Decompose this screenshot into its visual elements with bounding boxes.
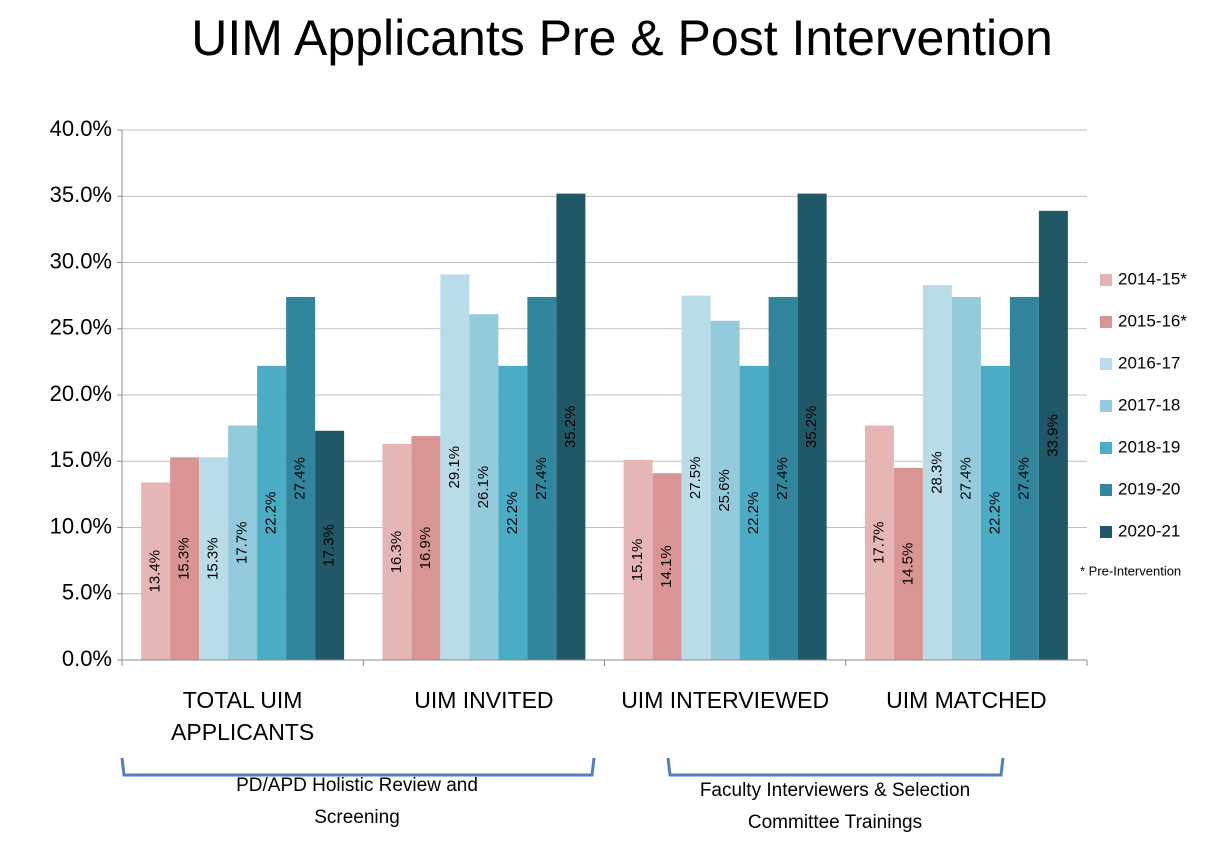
value-label: 27.4%: [1015, 457, 1032, 500]
value-label: 17.3%: [321, 524, 338, 567]
bar: [286, 296, 316, 660]
bar: [228, 425, 258, 660]
legend-label: 2019-20: [1118, 479, 1180, 498]
bar: [141, 482, 171, 660]
y-tick-label: 0.0%: [62, 646, 112, 671]
legend-note: * Pre-Intervention: [1080, 563, 1181, 578]
value-label: 22.2%: [504, 492, 521, 535]
legend-swatch: [1100, 442, 1112, 454]
legend-label: 2018-19: [1118, 437, 1180, 456]
value-label: 17.7%: [234, 521, 251, 564]
y-tick-label: 40.0%: [50, 116, 112, 141]
legend-label: 2015-16*: [1118, 311, 1187, 330]
bar: [498, 365, 528, 660]
legend-swatch: [1100, 316, 1112, 328]
legend-label: 2017-18: [1118, 395, 1180, 414]
value-label: 14.1%: [658, 545, 675, 588]
legend-swatch: [1100, 526, 1112, 538]
value-label: 14.5%: [899, 543, 916, 586]
bar: [1038, 210, 1068, 660]
value-label: 33.9%: [1044, 414, 1061, 457]
bracket: [120, 757, 596, 777]
bar: [951, 296, 981, 660]
value-label: 27.4%: [957, 457, 974, 500]
value-label: 35.2%: [562, 406, 579, 449]
y-tick-label: 5.0%: [62, 580, 112, 605]
bar: [864, 425, 894, 660]
bar: [922, 285, 952, 660]
bar: [739, 365, 769, 660]
bar: [681, 295, 711, 660]
bar: [469, 314, 499, 660]
bar: [257, 365, 287, 660]
legend-swatch: [1100, 484, 1112, 496]
y-tick-label: 35.0%: [50, 182, 112, 207]
legend-swatch: [1100, 358, 1112, 370]
y-tick-label: 20.0%: [50, 381, 112, 406]
x-tick-label: UIM INVITED: [414, 687, 554, 713]
bar: [382, 444, 412, 660]
bar: [980, 365, 1010, 660]
legend-swatch: [1100, 274, 1112, 286]
value-label: 16.9%: [417, 527, 434, 570]
y-tick-label: 15.0%: [50, 447, 112, 472]
bar: [199, 457, 229, 660]
bracket: [666, 757, 1005, 777]
value-label: 17.7%: [870, 521, 887, 564]
value-label: 15.1%: [629, 539, 646, 582]
x-tick-label: UIM MATCHED: [886, 687, 1047, 713]
bar: [440, 274, 470, 660]
bar: [623, 459, 653, 660]
annotation: Faculty Interviewers & Selection Committ…: [699, 780, 971, 833]
y-tick-label: 30.0%: [50, 248, 112, 273]
bar: [710, 320, 740, 660]
value-label: 16.3%: [388, 531, 405, 574]
x-tick-label: UIM INTERVIEWED: [621, 687, 830, 713]
value-label: 27.5%: [687, 457, 704, 500]
y-tick-label: 25.0%: [50, 315, 112, 340]
value-label: 22.2%: [986, 492, 1003, 535]
value-label: 15.3%: [205, 537, 222, 580]
bar: [652, 473, 682, 660]
legend-swatch: [1100, 400, 1112, 412]
value-label: 26.1%: [475, 466, 492, 509]
bar: [893, 467, 923, 660]
value-label: 15.3%: [176, 537, 193, 580]
legend-label: 2014-15*: [1118, 269, 1187, 288]
value-label: 22.2%: [745, 492, 762, 535]
bar: [1009, 296, 1039, 660]
value-label: 28.3%: [928, 451, 945, 494]
value-label: 27.4%: [774, 457, 791, 500]
bar: [556, 193, 586, 660]
value-label: 13.4%: [147, 550, 164, 593]
bar: [315, 430, 345, 660]
value-label: 27.4%: [533, 457, 550, 500]
bar: [527, 296, 557, 660]
value-label: 29.1%: [446, 446, 463, 489]
bar: [797, 193, 827, 660]
bar: [411, 436, 441, 660]
chart-title: UIM Applicants Pre & Post Intervention: [191, 10, 1053, 66]
y-tick-label: 10.0%: [50, 513, 112, 538]
annotation: PD/APD Holistic Review and Screening: [236, 775, 478, 828]
bar: [768, 296, 798, 660]
legend-label: 2016-17: [1118, 353, 1180, 372]
x-tick-label: TOTAL UIM APPLICANTS: [171, 687, 315, 745]
value-label: 22.2%: [263, 492, 280, 535]
bar: [170, 457, 200, 660]
value-label: 27.4%: [292, 457, 309, 500]
legend-label: 2020-21: [1118, 521, 1180, 540]
value-label: 25.6%: [716, 469, 733, 512]
value-label: 35.2%: [803, 406, 820, 449]
